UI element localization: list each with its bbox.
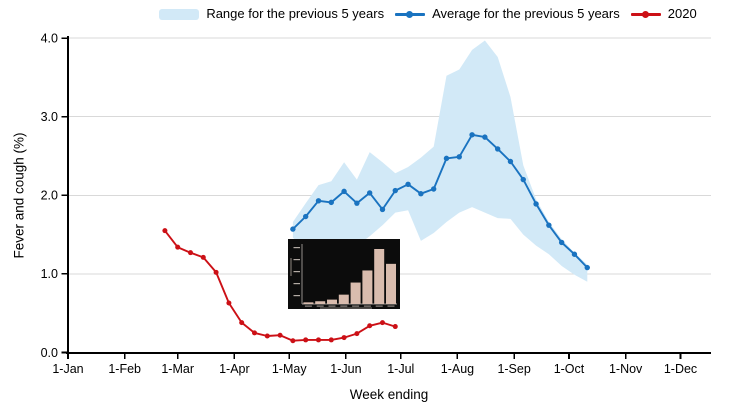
inset-bar [350,282,361,304]
point-2020 [392,324,398,330]
average-point [430,186,437,192]
inset-y-axis-title [290,258,292,276]
average-point [507,158,514,165]
average-point [290,226,296,232]
inset-x-tick-label [340,305,348,307]
inset-bar [362,270,373,304]
average-point [443,155,450,162]
point-2020 [162,228,168,234]
average-point [456,154,462,160]
legend-item-average: Average for the previous 5 years [395,6,620,22]
inset-bar [374,249,385,304]
point-2020 [367,323,373,329]
point-2020 [341,335,347,341]
average-point [341,188,347,195]
average-point [315,198,322,204]
inset-caption [320,307,372,309]
legend-label-range: Range for the previous 5 years [206,6,385,21]
legend-label-2020: 2020 [667,6,697,21]
x-tick-label: 1-Aug [441,362,474,376]
average-point [392,187,398,194]
inset-x-tick-label [304,305,312,307]
point-2020 [354,331,360,337]
point-2020 [188,250,193,256]
legend-item-2020: 2020 [630,6,697,22]
average-point [405,181,411,187]
inset-bar [303,302,314,304]
y-tick-label: 3.0 [41,110,58,124]
inset-x-tick-label [363,305,371,307]
average-point [584,264,590,271]
average-point [482,134,488,140]
legend: Range for the previous 5 years Average f… [128,6,728,22]
range-band [292,40,588,282]
average-point [366,190,373,196]
point-2020 [264,333,270,339]
inset-x-tick-label [352,305,360,307]
legend-label-average: Average for the previous 5 years [432,6,620,21]
x-tick-label: 1-Mar [161,362,194,376]
inset-bar [386,263,396,304]
point-2020 [328,337,334,343]
point-2020 [251,330,257,336]
average-point [558,239,565,246]
x-tick-label: 1-May [272,362,307,376]
average-point [379,206,386,213]
point-2020 [315,337,321,343]
inset-y-tick-label [293,295,300,297]
average-point [546,222,552,228]
average-point [302,213,309,220]
x-tick-label: 1-Oct [554,362,585,376]
x-tick-label: 1-Feb [108,362,141,376]
x-tick-label: 1-Apr [219,362,250,376]
inset-x-tick-label [316,305,324,307]
point-2020 [379,320,385,326]
x-tick-label: 1-Dec [664,362,697,376]
average-line-marker [395,10,426,18]
average-point [571,251,578,257]
y-axis-title: Fever and cough (%) [11,132,27,259]
average-point [520,176,526,183]
x-tick-label: 1-Jan [52,362,83,376]
x-tick-label: 1-Nov [609,362,643,376]
inset-y-tick-label [293,259,300,261]
x-tick-label: 1-Jun [330,362,361,376]
x-tick-label: 1-Jul [387,362,414,376]
point-2020 [175,244,181,250]
inset-bar [338,294,349,304]
point-2020 [290,338,296,344]
inset-bar [315,301,326,304]
point-2020 [303,337,309,343]
average-point [469,132,475,138]
average-point [354,200,360,206]
point-2020 [213,269,219,275]
range-band-swatch [159,8,200,20]
legend-item-range: Range for the previous 5 years [159,6,384,22]
point-2020 [277,332,283,338]
inset-y-tick-label [293,271,300,273]
inset-x-tick-label [387,305,395,307]
point-2020 [200,254,206,260]
point-2020 [226,300,232,306]
average-point [494,146,501,152]
inset-x-tick-label [375,305,383,307]
inset-x-tick-label [328,305,336,307]
average-point [533,201,539,207]
inset-y-tick-label [293,283,300,285]
y-tick-label: 0.0 [41,346,58,360]
y-tick-label: 4.0 [41,31,58,45]
2020-line-marker [630,10,661,18]
average-point [418,191,424,197]
y-tick-label: 2.0 [41,189,58,203]
average-line [292,133,588,269]
y-tick-label: 1.0 [41,267,58,281]
x-axis-title: Week ending [349,387,429,402]
inset-y-tick-label [293,247,300,249]
average-point [328,199,334,206]
inset-bar [327,299,337,304]
point-2020 [239,320,245,326]
x-tick-label: 1-Sep [497,362,530,376]
